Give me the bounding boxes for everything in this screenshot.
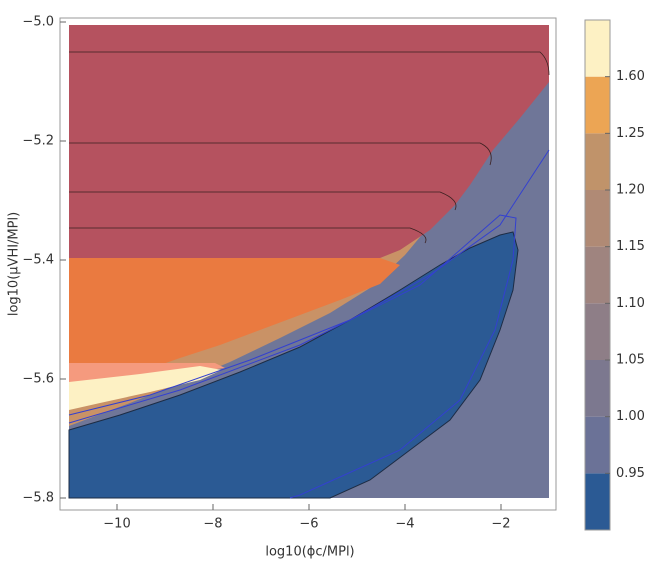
colorbar-tick-label: 1.20 (616, 183, 645, 198)
colorbar: 0.95 1.00 1.05 1.10 1.15 1.20 1.25 1.60 (584, 19, 645, 531)
region (68, 231, 519, 499)
x-tick-label: −10 (103, 517, 130, 532)
region (69, 366, 222, 410)
colorbar-band (585, 416, 610, 474)
contour-lines (68, 149, 550, 499)
x-axis-title: log10(ϕc/MPl) (265, 545, 354, 560)
region (69, 25, 549, 258)
colorbar-band (585, 246, 610, 304)
colorbar-band (585, 360, 610, 417)
x-tick-label: −4 (395, 517, 414, 532)
y-tick-label: −5.6 (22, 372, 54, 387)
colorbar-band (585, 20, 610, 77)
colorbar-tick-label: 0.95 (616, 466, 645, 481)
colorbar-band (585, 190, 610, 247)
colorbar-band (585, 76, 610, 134)
colorbar-band (585, 303, 610, 360)
contour-lines (69, 51, 550, 244)
colorbar-tick-label: 1.00 (616, 409, 645, 424)
y-tick-label: −5.2 (22, 134, 54, 149)
colorbar-tick-label: 1.10 (616, 296, 645, 311)
colorbar-band (585, 133, 610, 190)
plot-area (68, 25, 550, 499)
y-tick-label: −5.8 (22, 491, 54, 506)
x-tick-label: −6 (299, 517, 318, 532)
y-axis-title: log10(μVHI/MPl) (7, 212, 22, 316)
colorbar-tick-label: 1.05 (616, 353, 645, 368)
x-tick-label: −2 (491, 517, 510, 532)
colorbar-tick-label: 1.25 (616, 126, 645, 141)
colorbar-frame (584, 19, 611, 531)
colorbar-tick-label: 1.15 (616, 239, 645, 254)
plot-frame (59, 17, 557, 511)
y-tick-label: −5.4 (22, 253, 54, 268)
y-tick-label: −5.0 (22, 15, 54, 30)
colorbar-band (585, 473, 610, 530)
x-tick-label: −8 (203, 517, 222, 532)
colorbar-tick-label: 1.60 (616, 69, 645, 84)
